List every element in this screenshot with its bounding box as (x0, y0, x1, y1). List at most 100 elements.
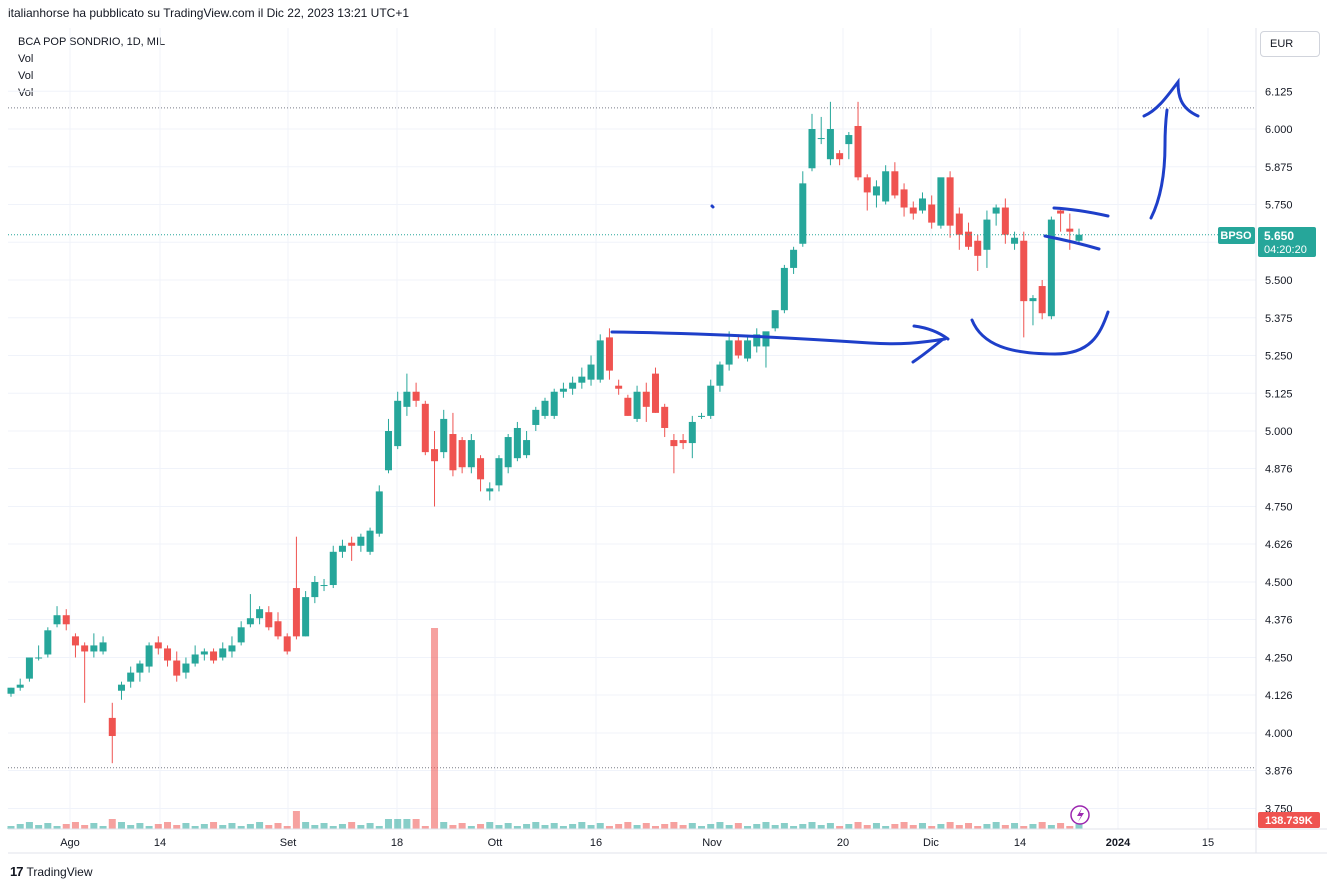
volume-bar (458, 823, 466, 829)
volume-bar (550, 823, 558, 829)
candle-body (440, 418, 448, 453)
volume-bar (7, 826, 15, 829)
volume-bar (302, 822, 310, 829)
candle-body (219, 648, 227, 658)
volume-bar (412, 819, 420, 829)
price-badge: BPSO 5.650 04:20:20 (1218, 227, 1316, 257)
candle-body (1001, 207, 1009, 235)
x-tick-label: 14 (154, 837, 166, 849)
candle-body (909, 207, 917, 214)
volume-bar (615, 824, 623, 829)
candle-body (762, 331, 770, 347)
volume-bar (145, 826, 153, 829)
volume-bar (1066, 826, 1074, 829)
candle-body (357, 536, 365, 546)
lightning-icon[interactable] (1070, 805, 1090, 825)
volume-bar (348, 822, 356, 829)
volume-bar (670, 822, 678, 829)
x-tick-label: 16 (590, 837, 602, 849)
candle-body (633, 391, 641, 419)
candle-body (808, 129, 816, 169)
candle-body (495, 458, 503, 486)
candle-body (338, 545, 346, 552)
indicator-vol-1[interactable]: Vol (18, 53, 34, 65)
volume-bar (16, 824, 24, 829)
candle-body (200, 651, 208, 655)
price-badge-countdown: 04:20:20 (1264, 244, 1307, 256)
volume-bar (541, 825, 549, 829)
volume-bar (1011, 823, 1019, 829)
candle-body (1038, 286, 1046, 314)
volume-bar (486, 822, 494, 829)
candle-body (25, 657, 33, 679)
volume-bar (338, 824, 346, 829)
volume-bar (992, 822, 1000, 829)
volume-bar (624, 822, 632, 829)
candle-body (81, 645, 89, 652)
candle-body (237, 627, 245, 643)
volume-bar (394, 819, 402, 829)
candle-body (71, 636, 79, 646)
candle-body (311, 582, 319, 598)
volume-bar (173, 825, 181, 829)
candle-body (624, 397, 632, 416)
volume-bar (366, 823, 374, 829)
candle-body (817, 138, 825, 140)
candle-body (965, 231, 973, 247)
candle-body (53, 615, 61, 625)
drawing-upper-channel (1052, 206, 1110, 218)
volume-bar (495, 825, 503, 829)
dotted-levels (8, 107, 1256, 769)
candle-body (394, 400, 402, 447)
volume-bar (504, 823, 512, 829)
volume-bar (1029, 824, 1037, 829)
candle-body (799, 183, 807, 244)
volume-bar (955, 825, 963, 829)
candle-body (292, 588, 300, 637)
axes (8, 28, 1327, 854)
volume-bar (771, 825, 779, 829)
candle-body (283, 636, 291, 652)
volume-bar (826, 823, 834, 829)
symbol-title[interactable]: BCA POP SONDRIO, 1D, MIL (18, 36, 166, 48)
drawing-dot (710, 204, 715, 209)
volume-bar (108, 819, 116, 829)
candle-body (62, 615, 70, 625)
y-tick-label: 4.750 (1265, 502, 1293, 514)
candle-body (688, 421, 696, 444)
candle-body (246, 618, 254, 625)
volume-bar (909, 825, 917, 829)
candle-body (854, 125, 862, 178)
candle-body (145, 645, 153, 667)
volume-bar (744, 826, 752, 829)
volume-bar (62, 824, 70, 829)
volume-bar (965, 823, 973, 829)
volume-bar (53, 826, 61, 829)
volume-bar (191, 826, 199, 829)
volume-bar (25, 822, 33, 829)
volume-bar (799, 824, 807, 829)
y-tick-label: 4.126 (1265, 690, 1293, 702)
y-tick-label: 6.000 (1265, 124, 1293, 136)
volume-bar (513, 826, 521, 829)
indicator-vol-2[interactable]: Vol (18, 70, 34, 82)
volume-bar (274, 823, 282, 829)
candle-body (679, 440, 687, 444)
indicator-vol-3[interactable]: Vol (18, 87, 34, 99)
candle-body (523, 440, 531, 456)
candle-body (651, 373, 659, 413)
volume-bar (477, 824, 485, 829)
volume-bar (357, 825, 365, 829)
candle-body (946, 177, 954, 226)
volume-bar (937, 824, 945, 829)
volume-bar (596, 823, 604, 829)
volume-bar (918, 823, 926, 829)
candle-body (1066, 228, 1074, 232)
currency-button[interactable]: EUR (1260, 31, 1320, 57)
candle-body (771, 310, 779, 329)
candle-body (882, 171, 890, 202)
volume-bar (246, 824, 254, 829)
price-badge-value: 5.650 (1264, 229, 1294, 243)
volume-bar (403, 819, 411, 829)
